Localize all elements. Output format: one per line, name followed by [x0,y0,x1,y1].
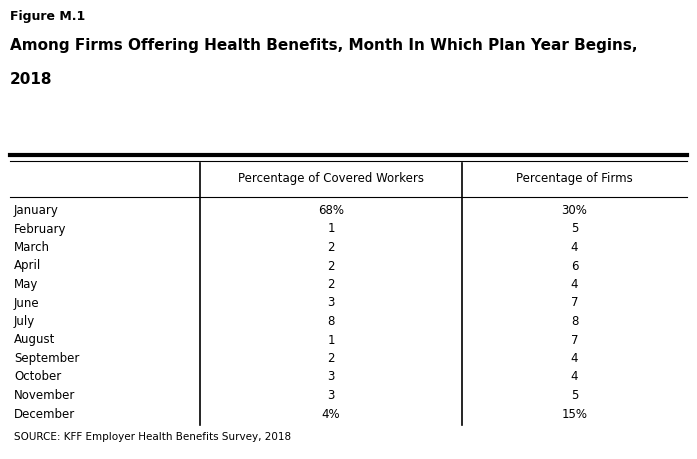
Text: 3: 3 [328,370,335,384]
Text: Percentage of Firms: Percentage of Firms [516,172,633,185]
Text: 3: 3 [328,297,335,309]
Text: June: June [14,297,40,309]
Text: 4: 4 [571,241,579,254]
Text: 3: 3 [328,389,335,402]
Text: 7: 7 [571,297,579,309]
Text: 4%: 4% [322,408,340,420]
Text: 5: 5 [571,223,579,235]
Text: 6: 6 [571,259,579,273]
Text: Among Firms Offering Health Benefits, Month In Which Plan Year Begins,: Among Firms Offering Health Benefits, Mo… [10,38,638,53]
Text: 8: 8 [571,315,579,328]
Text: May: May [14,278,38,291]
Text: 2: 2 [328,352,335,365]
Text: 7: 7 [571,334,579,347]
Text: 15%: 15% [562,408,588,420]
Text: September: September [14,352,79,365]
Text: 1: 1 [328,223,335,235]
Text: Percentage of Covered Workers: Percentage of Covered Workers [238,172,424,185]
Text: 8: 8 [328,315,335,328]
Text: 4: 4 [571,278,579,291]
Text: February: February [14,223,66,235]
Text: 4: 4 [571,352,579,365]
Text: July: July [14,315,36,328]
Text: October: October [14,370,61,384]
Text: April: April [14,259,41,273]
Text: 2: 2 [328,241,335,254]
Text: SOURCE: KFF Employer Health Benefits Survey, 2018: SOURCE: KFF Employer Health Benefits Sur… [14,432,291,442]
Text: 2018: 2018 [10,72,52,87]
Text: 2: 2 [328,259,335,273]
Text: 1: 1 [328,334,335,347]
Text: August: August [14,334,55,347]
Text: 30%: 30% [562,204,588,217]
Text: November: November [14,389,75,402]
Text: 4: 4 [571,370,579,384]
Text: March: March [14,241,50,254]
Text: 2: 2 [328,278,335,291]
Text: 5: 5 [571,389,579,402]
Text: January: January [14,204,59,217]
Text: December: December [14,408,75,420]
Text: Figure M.1: Figure M.1 [10,10,85,23]
Text: 68%: 68% [318,204,344,217]
